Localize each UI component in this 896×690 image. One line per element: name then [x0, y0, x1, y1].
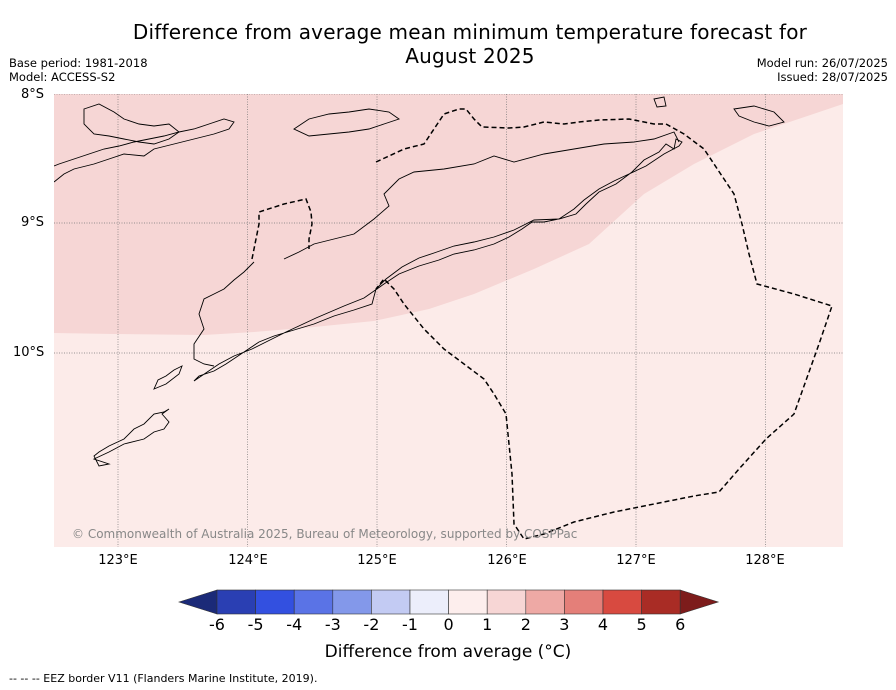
base-period: Base period: 1981-2018 — [9, 56, 148, 70]
colorbar-segment — [641, 589, 681, 615]
eez-border-timor-leste — [375, 108, 833, 540]
colorbar-segment — [216, 589, 256, 615]
lat-label-10s: 10°S — [13, 345, 45, 360]
colorbar-segment — [255, 589, 295, 615]
colorbar-tick-label: 3 — [559, 615, 570, 634]
model-name: Model: ACCESS-S2 — [9, 70, 116, 84]
colorbar-tick-label: -1 — [402, 615, 418, 634]
colorbar — [178, 589, 720, 615]
eez-footnote: -- -- -- EEZ border V11 (Flanders Marine… — [9, 672, 318, 685]
colorbar-tick-label: 4 — [597, 615, 609, 634]
colorbar-tick-label: 1 — [482, 615, 493, 634]
title-line-1: Difference from average mean minimum tem… — [132, 20, 808, 44]
lat-label-8s: 8°S — [21, 87, 45, 102]
small-island-n — [653, 96, 667, 108]
map-title: Difference from average mean minimum tem… — [0, 20, 896, 68]
wetar-island — [293, 108, 400, 137]
lon-label-123e: 123°E — [98, 553, 138, 568]
colorbar-tick-label: 5 — [636, 615, 647, 634]
colorbar-extend-low — [178, 589, 218, 615]
colorbar-tick-label: -2 — [363, 615, 380, 634]
colorbar-segment — [448, 589, 488, 615]
eez-border-oecusse — [251, 198, 313, 260]
colorbar-segment — [525, 589, 565, 615]
colorbar-tick-label: 0 — [443, 615, 454, 634]
map — [54, 94, 843, 547]
issued-date: Issued: 28/07/2025 — [777, 70, 888, 84]
small-island-ne — [733, 105, 785, 127]
colorbar-tick-label: -6 — [209, 615, 225, 634]
coastlines — [54, 96, 785, 467]
lon-label-126e: 126°E — [487, 553, 527, 568]
colorbar-segment — [602, 589, 642, 615]
lon-label-127e: 127°E — [616, 553, 656, 568]
meta-right: Model run: 26/07/2025 Issued: 28/07/2025 — [757, 56, 888, 84]
colorbar-segment — [409, 589, 449, 615]
title-line-2: August 2025 — [405, 44, 535, 68]
eez-border — [251, 108, 833, 540]
lon-label-125e: 125°E — [357, 553, 397, 568]
colorbar-segment — [564, 589, 604, 615]
colorbar-segment — [332, 589, 372, 615]
copyright-notice: © Commonwealth of Australia 2025, Bureau… — [72, 527, 578, 541]
savu-island — [153, 365, 183, 390]
colorbar-extend-high — [679, 589, 720, 615]
gridlines — [54, 94, 843, 547]
model-run: Model run: 26/07/2025 — [756, 56, 888, 70]
colorbar-tick-label: -5 — [247, 615, 264, 634]
flores-coast — [54, 118, 235, 183]
colorbar-tick-label: 2 — [520, 615, 531, 634]
timor-west — [193, 261, 255, 367]
colorbar-label: Difference from average (°C) — [324, 642, 572, 662]
colorbar-segment — [293, 589, 334, 615]
rote-island — [92, 408, 170, 467]
lat-label-9s: 9°S — [21, 215, 45, 230]
colorbar-tick-label: -4 — [286, 615, 303, 634]
colorbar-segment — [486, 589, 527, 615]
colorbar-tick-label: 6 — [675, 615, 686, 634]
meta-left: Base period: 1981-2018 Model: ACCESS-S2 — [9, 56, 148, 84]
colorbar-segment — [371, 589, 411, 615]
anomaly-region-1-2 — [54, 94, 843, 335]
timor-north-coast — [283, 131, 680, 260]
timor-coastline — [193, 138, 683, 382]
lon-label-128e: 128°E — [745, 553, 785, 568]
alor-island — [83, 103, 180, 145]
colorbar-tick-label: -3 — [324, 615, 341, 634]
lon-label-124e: 124°E — [228, 553, 268, 568]
